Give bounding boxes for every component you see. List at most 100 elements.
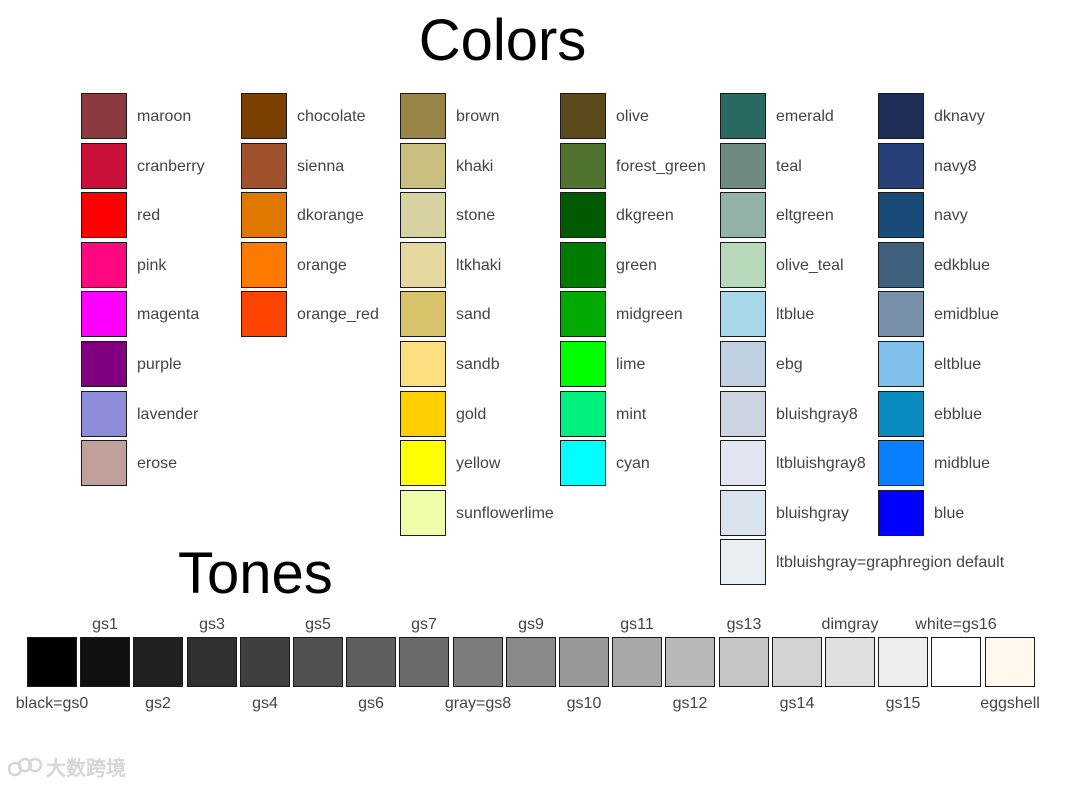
color-label: ebg	[776, 355, 803, 373]
color-swatch	[400, 489, 446, 536]
color-swatch	[560, 390, 606, 437]
color-label: cranberry	[137, 157, 205, 175]
tone-swatch	[346, 637, 396, 687]
tone-swatch	[559, 637, 609, 687]
tone-label: gs13	[726, 616, 762, 633]
color-label: bluishgray8	[776, 405, 858, 423]
tone-label: white=gs16	[915, 616, 997, 633]
color-label: ltblue	[776, 306, 815, 324]
tone-swatch	[399, 637, 449, 687]
tone-item: gs14	[772, 612, 825, 722]
tone-swatch	[240, 637, 290, 687]
color-swatch	[81, 192, 127, 239]
watermark-logo-icon	[8, 757, 42, 776]
color-label: edkblue	[934, 256, 991, 274]
color-label: sienna	[297, 157, 345, 175]
tone-item: gs10	[559, 612, 612, 722]
color-label: ltbluishgray=graphregion default	[776, 554, 1005, 572]
color-swatch	[720, 539, 766, 586]
color-label: eltgreen	[776, 207, 834, 225]
color-label: orange_red	[297, 306, 379, 324]
color-swatch	[400, 390, 446, 437]
tone-label: black=gs0	[15, 695, 89, 712]
color-swatch	[81, 390, 127, 437]
color-label: eltblue	[934, 355, 982, 373]
color-label: purple	[137, 355, 182, 373]
color-label: midgreen	[616, 306, 683, 324]
tone-swatch	[133, 637, 183, 687]
color-swatch	[720, 241, 766, 288]
color-label: chocolate	[297, 108, 366, 125]
color-swatch	[560, 142, 606, 189]
tone-item: gs9	[506, 612, 559, 722]
tone-swatch	[825, 637, 875, 687]
color-swatch	[241, 291, 287, 338]
tone-swatch	[665, 637, 715, 687]
color-label: lavender	[137, 405, 199, 423]
color-label: lime	[616, 355, 646, 373]
tone-label: eggshell	[980, 695, 1040, 712]
tone-swatch	[719, 637, 769, 687]
tone-label: gs14	[779, 695, 815, 712]
tone-item: gs1	[80, 612, 133, 722]
tone-swatch-strip: black=gs0 gs1 gs2 gs3 gs4 gs5 gs6 gs7 gray=gs8 gs…	[16, 612, 1047, 722]
tone-label: gs15	[885, 695, 921, 712]
color-swatch	[878, 340, 924, 387]
tone-item: eggshell	[980, 612, 1040, 722]
color-label: maroon	[137, 108, 192, 125]
color-label: bluishgray	[776, 504, 849, 522]
color-label: green	[616, 256, 657, 274]
colors-title: Colors	[418, 8, 587, 73]
tone-swatch	[612, 637, 662, 687]
tone-item: gs12	[665, 612, 718, 722]
color-swatch	[400, 142, 446, 189]
tone-swatch	[506, 637, 556, 687]
tone-swatch	[80, 637, 130, 687]
color-label: khaki	[456, 157, 494, 175]
tone-swatch	[187, 637, 237, 687]
color-label: magenta	[137, 306, 200, 324]
tone-label: gs9	[518, 616, 544, 633]
tone-label: gs3	[199, 616, 225, 633]
tone-label: gs10	[566, 695, 602, 712]
tone-label: gs2	[145, 695, 171, 712]
color-swatch	[720, 192, 766, 239]
color-label: ltbluishgray8	[776, 455, 866, 473]
color-swatch	[81, 340, 127, 387]
tone-item: gs6	[346, 612, 399, 722]
color-swatch	[81, 93, 127, 139]
color-swatch	[81, 440, 127, 487]
color-swatch	[400, 291, 446, 338]
color-swatch	[241, 93, 287, 139]
color-label: blue	[934, 504, 965, 522]
color-swatch	[878, 390, 924, 437]
color-label: emidblue	[934, 306, 999, 324]
color-swatch	[878, 93, 924, 139]
tone-item: gs2	[133, 612, 186, 722]
color-label: navy8	[934, 157, 977, 175]
tone-swatch	[27, 637, 77, 687]
color-label: cyan	[616, 455, 650, 473]
color-label: orange	[297, 256, 347, 274]
color-label: yellow	[456, 455, 501, 473]
tone-label: gs4	[252, 695, 278, 712]
tone-item: gs15	[878, 612, 931, 722]
color-swatch	[241, 192, 287, 239]
tone-item: gs4	[240, 612, 293, 722]
color-swatch	[720, 340, 766, 387]
color-swatch	[400, 340, 446, 387]
color-label: navy	[934, 207, 968, 225]
color-swatch	[878, 192, 924, 239]
tone-label: gs6	[358, 695, 384, 712]
tone-item: gs13	[719, 612, 772, 722]
color-swatch	[241, 142, 287, 189]
color-label: pink	[137, 256, 167, 274]
color-swatch	[720, 440, 766, 487]
color-label: mint	[616, 405, 647, 423]
color-swatch	[400, 192, 446, 239]
color-label: emerald	[776, 108, 834, 125]
tone-label: gs12	[672, 695, 708, 712]
color-label: teal	[776, 157, 802, 175]
color-swatch	[560, 440, 606, 487]
tone-item: gs5	[293, 612, 346, 722]
